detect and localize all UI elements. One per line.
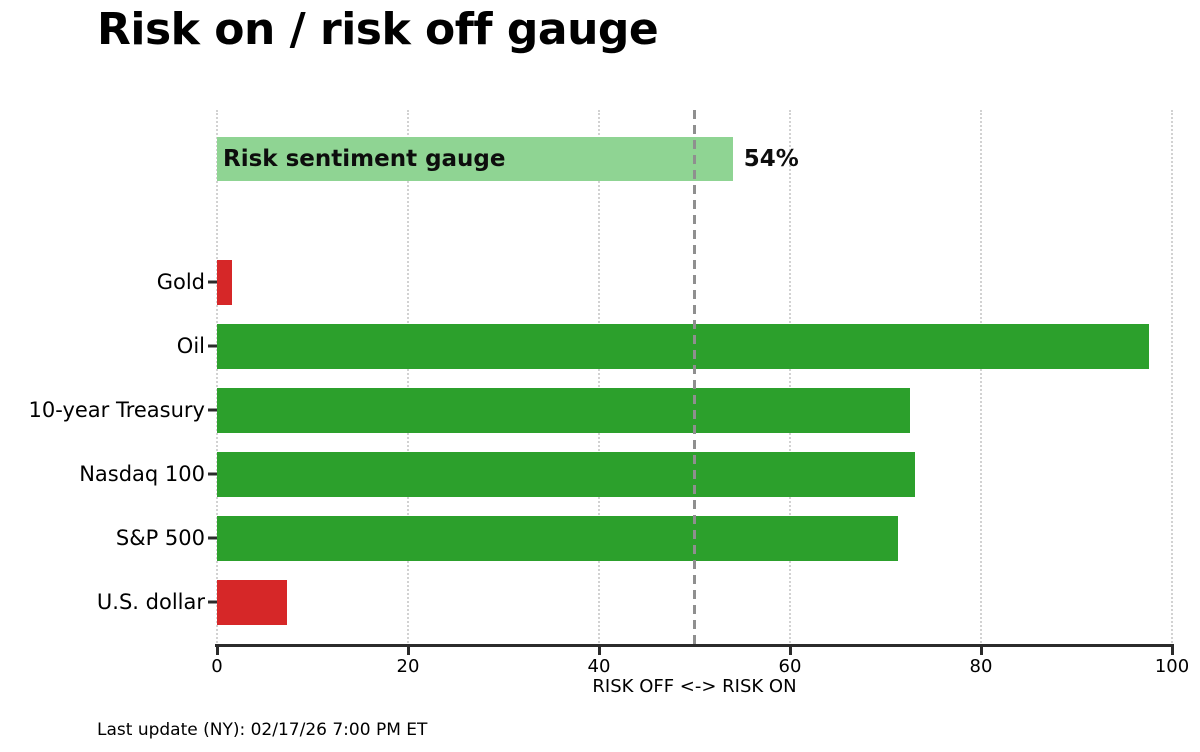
y-label-gold: Gold [156,270,205,294]
gridline-x-100 [1171,110,1173,646]
x-tick-0 [215,647,219,655]
x-tick-label-20: 20 [396,656,420,677]
gridline-x-40 [598,110,600,646]
reference-line-50 [693,110,696,644]
x-tick-label-100: 100 [1154,656,1190,677]
y-tick-gold [208,280,217,284]
x-tick-label-80: 80 [969,656,993,677]
bar-gold [217,259,233,305]
x-axis-label: RISK OFF <-> RISK ON [592,676,797,697]
x-tick-40 [597,647,601,655]
x-tick-label-0: 0 [211,656,223,677]
x-tick-100 [1170,647,1174,655]
gridline-x-80 [980,110,982,646]
gridline-x-20 [407,110,409,646]
gridline-x-60 [789,110,791,646]
gridline-x-0 [216,110,218,646]
y-label-nasdaq-100: Nasdaq 100 [79,462,205,486]
x-tick-80 [979,647,983,655]
x-axis-line [215,644,1174,647]
x-tick-label-60: 60 [778,656,802,677]
y-tick-oil [208,344,217,348]
y-label-oil: Oil [176,334,205,358]
last-update-text: Last update (NY): 02/17/26 7:00 PM ET [97,720,428,740]
y-tick-10-year-treasury [208,408,217,412]
y-label-s-p-500: S&P 500 [115,526,205,550]
x-tick-label-40: 40 [587,656,611,677]
risk-sentiment-gauge-bar: Risk sentiment gauge [217,137,733,181]
y-tick-s-p-500 [208,536,217,540]
bar-u-s-dollar [217,579,287,625]
plot-area: 0 20 40 60 80 100 Risk sentiment gauge 54% Gold O… [29,110,1189,677]
bar-s-p-500 [217,515,898,561]
x-tick-60 [788,647,792,655]
y-label-10-year-treasury: 10-year Treasury [28,398,205,422]
bar-oil [217,323,1150,369]
y-tick-u-s-dollar [208,600,217,604]
bar-nasdaq-100 [217,451,916,497]
bar-10-year-treasury [217,387,911,433]
chart-title: Risk on / risk off gauge [97,4,659,55]
y-label-u-s-dollar: U.S. dollar [96,590,205,614]
x-tick-20 [406,647,410,655]
y-tick-nasdaq-100 [208,472,217,476]
gauge-bar-label: Risk sentiment gauge [223,146,506,172]
gauge-value-label: 54% [743,146,799,172]
